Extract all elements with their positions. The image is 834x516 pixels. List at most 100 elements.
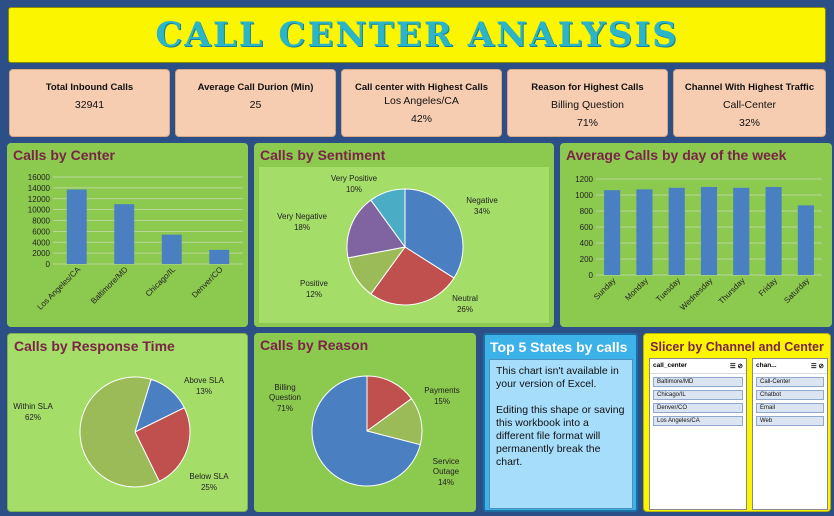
- slicer-channel[interactable]: chan... ☰ ⊘ Call-Center Chatbot Email We…: [752, 358, 828, 510]
- avg-calls-by-day-chart: 0 200 400 600 800 1000 1200 Sunday Monday Tuesday…: [575, 175, 822, 312]
- slicer-item[interactable]: Denver/CO: [653, 403, 743, 413]
- panel-calls-by-reason: Calls by Reason Payments 15% Service Outage…: [254, 333, 476, 512]
- bar: [636, 189, 653, 275]
- slice-label: Positive: [300, 279, 329, 288]
- slicer-item[interactable]: Baltimore/MD: [653, 377, 743, 387]
- pie-slice: [366, 375, 413, 432]
- pie-slice: [370, 246, 455, 306]
- x-tick-label: Baltimore/MD: [89, 265, 130, 306]
- bar: [604, 190, 621, 275]
- slice-label: Within SLA: [13, 402, 53, 411]
- panel-calls-by-center: Calls by Center 0 2000 4000 6000 8000 10000 12…: [7, 143, 248, 327]
- slice-label: Very Positive: [331, 174, 378, 183]
- y-tick-label: 0: [589, 271, 594, 280]
- kpi-label: Channel With Highest Traffic: [684, 82, 815, 93]
- x-tick-label: Wednesday: [678, 276, 714, 312]
- y-tick-label: 10000: [28, 206, 51, 215]
- panel-avg-calls-by-day: Average Calls by day of the week 0 200 400…: [560, 143, 832, 327]
- y-tick-label: 16000: [28, 173, 51, 182]
- kpi-label: Call center with Highest Calls: [354, 82, 489, 93]
- kpi-line1: Call-Center: [722, 99, 777, 111]
- pie-slice: [370, 188, 406, 249]
- x-tick-label: Monday: [623, 276, 649, 302]
- pie-slice: [346, 199, 406, 259]
- bar: [161, 234, 182, 264]
- slicer-item[interactable]: Web: [756, 416, 824, 426]
- y-tick-label: 200: [580, 255, 594, 264]
- slicer-item[interactable]: Chicago/IL: [653, 390, 743, 400]
- y-tick-label: 2000: [32, 249, 50, 258]
- slicer-item[interactable]: Los Angeles/CA: [653, 416, 743, 426]
- slice-value-label: 12%: [306, 290, 322, 299]
- slicer-item[interactable]: Email: [756, 403, 824, 413]
- y-tick-label: 12000: [28, 195, 51, 204]
- y-tick-label: 1000: [575, 191, 593, 200]
- x-tick-label: Denver/CO: [190, 265, 225, 300]
- x-tick-label: Saturday: [782, 276, 811, 305]
- panel-title: Slicer by Channel and Center: [650, 340, 824, 354]
- message-line: Editing this shape or saving this workbo…: [496, 404, 625, 468]
- panel-calls-by-response-time: Calls by Response Time Above SLA 13% Below…: [7, 333, 248, 512]
- bar: [66, 189, 87, 264]
- slicer-call-center[interactable]: call_center ☰ ⊘ Baltimore/MD Chicago/IL …: [649, 358, 747, 510]
- slicer-header-label: call_center: [653, 362, 687, 369]
- y-tick-label: 8000: [32, 217, 50, 226]
- y-tick-label: 1200: [575, 175, 593, 184]
- bar: [765, 187, 782, 275]
- slice-value-label: 15%: [434, 397, 450, 406]
- panel-title: Top 5 States by calls: [490, 339, 628, 355]
- kpi-label: Average Call Durion (Min): [197, 82, 314, 93]
- slicer-header-label: chan...: [756, 362, 777, 369]
- kpi-card-total-calls: Total Inbound Calls 32941: [9, 69, 170, 137]
- pie-slice: [79, 376, 160, 488]
- y-tick-label: 6000: [32, 227, 50, 236]
- panel-title: Average Calls by day of the week: [566, 147, 787, 163]
- slice-label: Billing: [274, 383, 295, 392]
- slice-label: Negative: [466, 196, 498, 205]
- multi-select-icon[interactable]: ☰ ⊘: [810, 363, 824, 370]
- x-tick-label: Los Angeles/CA: [36, 265, 83, 312]
- multi-select-icon[interactable]: ☰ ⊘: [729, 363, 743, 370]
- pie-slice: [134, 407, 191, 483]
- slicer-item[interactable]: Chatbot: [756, 390, 824, 400]
- kpi-line1: Los Angeles/CA: [384, 95, 459, 107]
- panel-title: Calls by Reason: [260, 337, 369, 353]
- panel-top5-states: Top 5 States by calls This chart isn't a…: [483, 333, 638, 512]
- y-tick-label: 800: [580, 207, 594, 216]
- kpi-card-top-center: Call center with Highest Calls Los Angel…: [341, 69, 502, 137]
- kpi-line1: Billing Question: [551, 99, 624, 111]
- kpi-label: Total Inbound Calls: [45, 82, 134, 93]
- message-line: This chart isn't available in your versi…: [496, 365, 619, 390]
- slice-label: Above SLA: [184, 376, 225, 385]
- slice-label: Payments: [424, 386, 460, 395]
- calls-by-response-chart: Above SLA 13% Below SLA 25% Within SLA 62%: [13, 376, 229, 492]
- kpi-value: 32%: [738, 117, 760, 129]
- slicer-item[interactable]: Call-Center: [756, 377, 824, 387]
- kpi-value: 42%: [410, 113, 432, 125]
- bar: [733, 187, 750, 275]
- y-tick-label: 400: [580, 239, 594, 248]
- slice-value-label: 25%: [201, 483, 217, 492]
- dashboard-title-bar: CALL CENTER ANALYSIS: [8, 7, 826, 63]
- x-tick-label: Sunday: [592, 276, 618, 302]
- slice-value-label: 18%: [294, 223, 310, 232]
- kpi-card-top-channel: Channel With Highest Traffic Call-Center…: [673, 69, 826, 137]
- slice-label: Neutral: [452, 294, 478, 303]
- slice-label: Service: [433, 457, 460, 466]
- slice-label: Below SLA: [189, 472, 229, 481]
- slicer-header: chan... ☰ ⊘: [753, 359, 827, 374]
- slice-value-label: 14%: [438, 478, 454, 487]
- slicer-header: call_center ☰ ⊘: [650, 359, 746, 374]
- y-tick-label: 600: [580, 223, 594, 232]
- slice-label: Question: [269, 393, 301, 402]
- slice-value-label: 34%: [474, 207, 490, 216]
- bar: [797, 205, 814, 275]
- kpi-value: 32941: [74, 99, 105, 111]
- panel-calls-by-sentiment: Calls by Sentiment Negative 34% Neutral 26%…: [254, 143, 554, 327]
- dashboard-title: CALL CENTER ANALYSIS: [155, 15, 679, 55]
- kpi-card-avg-duration: Average Call Durion (Min) 25: [175, 69, 336, 137]
- calls-by-sentiment-chart: Negative 34% Neutral 26% Positive 12% Very Neg…: [277, 174, 498, 314]
- panel-title: Calls by Sentiment: [260, 147, 386, 163]
